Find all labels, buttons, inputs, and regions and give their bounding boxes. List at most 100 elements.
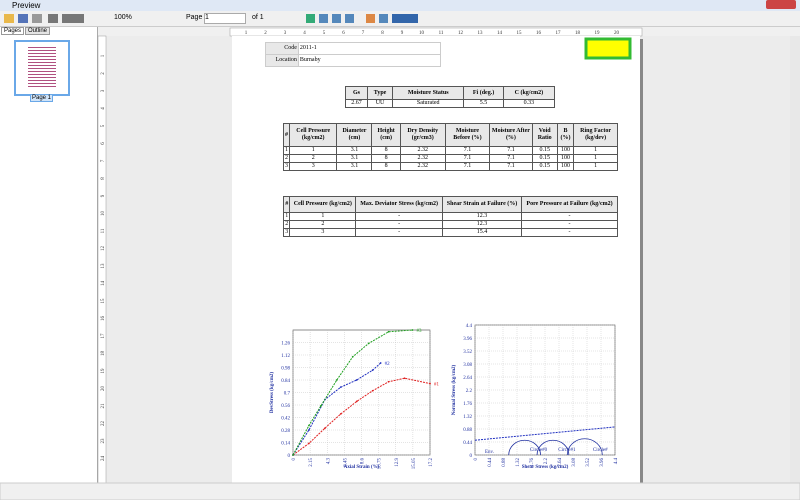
y-tick-label: 0.14 bbox=[281, 442, 290, 447]
column-header: Dry Density (gr/cm3) bbox=[399, 123, 446, 147]
x-tick-label: 1.76 bbox=[530, 458, 535, 467]
data-row: 2 2-12.3- bbox=[282, 220, 618, 229]
x-tick-label: 3.52 bbox=[586, 458, 591, 467]
ruler-number: 10 bbox=[101, 211, 106, 217]
y-tick-label: 1.12 bbox=[281, 354, 290, 359]
data-point bbox=[379, 362, 382, 364]
ruler-number: 8 bbox=[101, 177, 106, 180]
ruler-number: 5 bbox=[101, 124, 106, 127]
cell: 7.1 bbox=[444, 154, 491, 163]
value: Burnaby bbox=[297, 54, 442, 67]
column-header: Max. Deviator Stress (kg/cm2) bbox=[355, 196, 444, 213]
cell: 2.32 bbox=[399, 146, 446, 155]
data-line bbox=[292, 329, 413, 456]
zoom-box[interactable]: 100% bbox=[114, 14, 132, 21]
series-tag: #1 bbox=[434, 383, 440, 388]
header-row: # Cell Pressure (kg/cm2) Max. Deviator Str… bbox=[282, 196, 618, 213]
logo-box bbox=[584, 37, 632, 60]
info-table: Code 2011-1 Location Burnaby bbox=[265, 42, 442, 67]
cell: 3.1 bbox=[336, 146, 373, 155]
x-tick-label: 4.4 bbox=[614, 458, 619, 465]
cell: 12.3 bbox=[442, 212, 523, 221]
column-header: Ring Factor (kg/dev) bbox=[573, 123, 618, 147]
ruler-number: 5 bbox=[323, 31, 326, 36]
y-tick-label: 0.56 bbox=[281, 404, 290, 409]
specimens-table: # Cell Pressure (kg/cm2) Diameter (cm) Heig… bbox=[283, 123, 618, 171]
y-tick-label: 0.98 bbox=[281, 367, 290, 372]
cell: 0.33 bbox=[502, 99, 556, 108]
ruler-number: 6 bbox=[101, 142, 106, 145]
cell: 12.3 bbox=[442, 220, 523, 229]
close-button[interactable] bbox=[766, 0, 796, 9]
column-header: Fi (deg.) bbox=[463, 86, 504, 100]
ruler-number: 9 bbox=[401, 31, 404, 36]
row: Code 2011-1 bbox=[265, 42, 442, 55]
file-buttons[interactable] bbox=[4, 14, 84, 23]
cell: 7.1 bbox=[444, 146, 491, 155]
x-tick-label: 8.6 bbox=[361, 458, 366, 465]
y-tick-label: 2.2 bbox=[466, 389, 473, 394]
view-buttons[interactable] bbox=[306, 14, 418, 23]
cell: 2.67 bbox=[345, 99, 368, 108]
page-thumbnail[interactable] bbox=[14, 40, 70, 96]
header-row: Gs Type Moisture Status Fi (deg.) C (kg/cm2) bbox=[345, 86, 556, 100]
cell: 5.5 bbox=[463, 99, 504, 108]
x-tick-label: 4.3 bbox=[326, 458, 331, 465]
cell: 100 bbox=[556, 146, 575, 155]
x-axis-title: Axial Strain (%) bbox=[344, 465, 380, 470]
column-header: Pore Pressure at Failure (kg/cm2) bbox=[521, 196, 618, 213]
data-point bbox=[411, 329, 414, 331]
x-tick-label: 0 bbox=[474, 458, 479, 461]
x-tick-label: 2.15 bbox=[309, 458, 314, 467]
data-point bbox=[335, 379, 338, 381]
window-title: Preview bbox=[12, 1, 41, 10]
scrollbar[interactable] bbox=[790, 36, 800, 483]
ruler-number: 19 bbox=[595, 31, 601, 36]
ruler-number: 22 bbox=[101, 421, 106, 427]
y-tick-label: 0 bbox=[288, 454, 291, 459]
ruler-number: 7 bbox=[101, 159, 106, 162]
ruler-number: 10 bbox=[419, 31, 425, 36]
ruler-number: 24 bbox=[101, 456, 106, 462]
data-point bbox=[339, 413, 342, 415]
sidebar: Pages Outline Page 1 bbox=[0, 27, 98, 483]
ruler-number: 20 bbox=[101, 386, 106, 392]
column-header: Moisture Before (%) bbox=[444, 123, 491, 147]
cell: 1 bbox=[573, 146, 618, 155]
label: Code bbox=[265, 42, 299, 55]
ruler-number: 20 bbox=[614, 31, 620, 36]
page-input[interactable]: 1 bbox=[204, 13, 246, 24]
data-point bbox=[319, 404, 322, 407]
ruler-number: 1 bbox=[101, 54, 106, 57]
cell: - bbox=[521, 228, 618, 237]
column-header: Shear Strain at Failure (%) bbox=[442, 196, 523, 213]
label: Location bbox=[265, 54, 299, 67]
ruler-number: 1 bbox=[245, 31, 248, 36]
tab[interactable]: Pages bbox=[1, 27, 25, 35]
cell: 1 bbox=[573, 154, 618, 163]
thumbnail-label[interactable]: Page 1 bbox=[30, 94, 54, 102]
x-tick-label: 3.96 bbox=[600, 458, 605, 467]
mohr-circle bbox=[566, 438, 603, 456]
y-tick-label: 1.32 bbox=[463, 415, 472, 420]
cell: 2 bbox=[288, 154, 338, 163]
column-header: B (%) bbox=[556, 123, 575, 147]
header-row: # Cell Pressure (kg/cm2) Diameter (cm) Heig… bbox=[283, 123, 618, 147]
x-tick-label: 2.64 bbox=[558, 458, 563, 467]
data-point bbox=[308, 424, 310, 427]
summary-table: Gs Type Moisture Status Fi (deg.) C (kg/cm2)… bbox=[345, 86, 556, 108]
y-tick-label: 4.4 bbox=[466, 324, 473, 329]
cell: 3 bbox=[289, 228, 357, 237]
cell: 100 bbox=[556, 162, 575, 171]
data-point bbox=[367, 342, 370, 345]
cell: 7.1 bbox=[489, 146, 533, 155]
tab[interactable]: Outline bbox=[25, 27, 51, 35]
data-point bbox=[323, 427, 326, 430]
row: Location Burnaby bbox=[265, 54, 442, 67]
x-tick-label: 3.08 bbox=[572, 458, 577, 467]
ruler-number: 16 bbox=[536, 31, 542, 36]
x-axis-title: Shear Stress (kg/cm2) bbox=[522, 465, 569, 470]
column-header: Cell Pressure (kg/cm2) bbox=[288, 123, 338, 147]
title-bar: Preview bbox=[0, 0, 800, 11]
data-point bbox=[387, 380, 390, 383]
